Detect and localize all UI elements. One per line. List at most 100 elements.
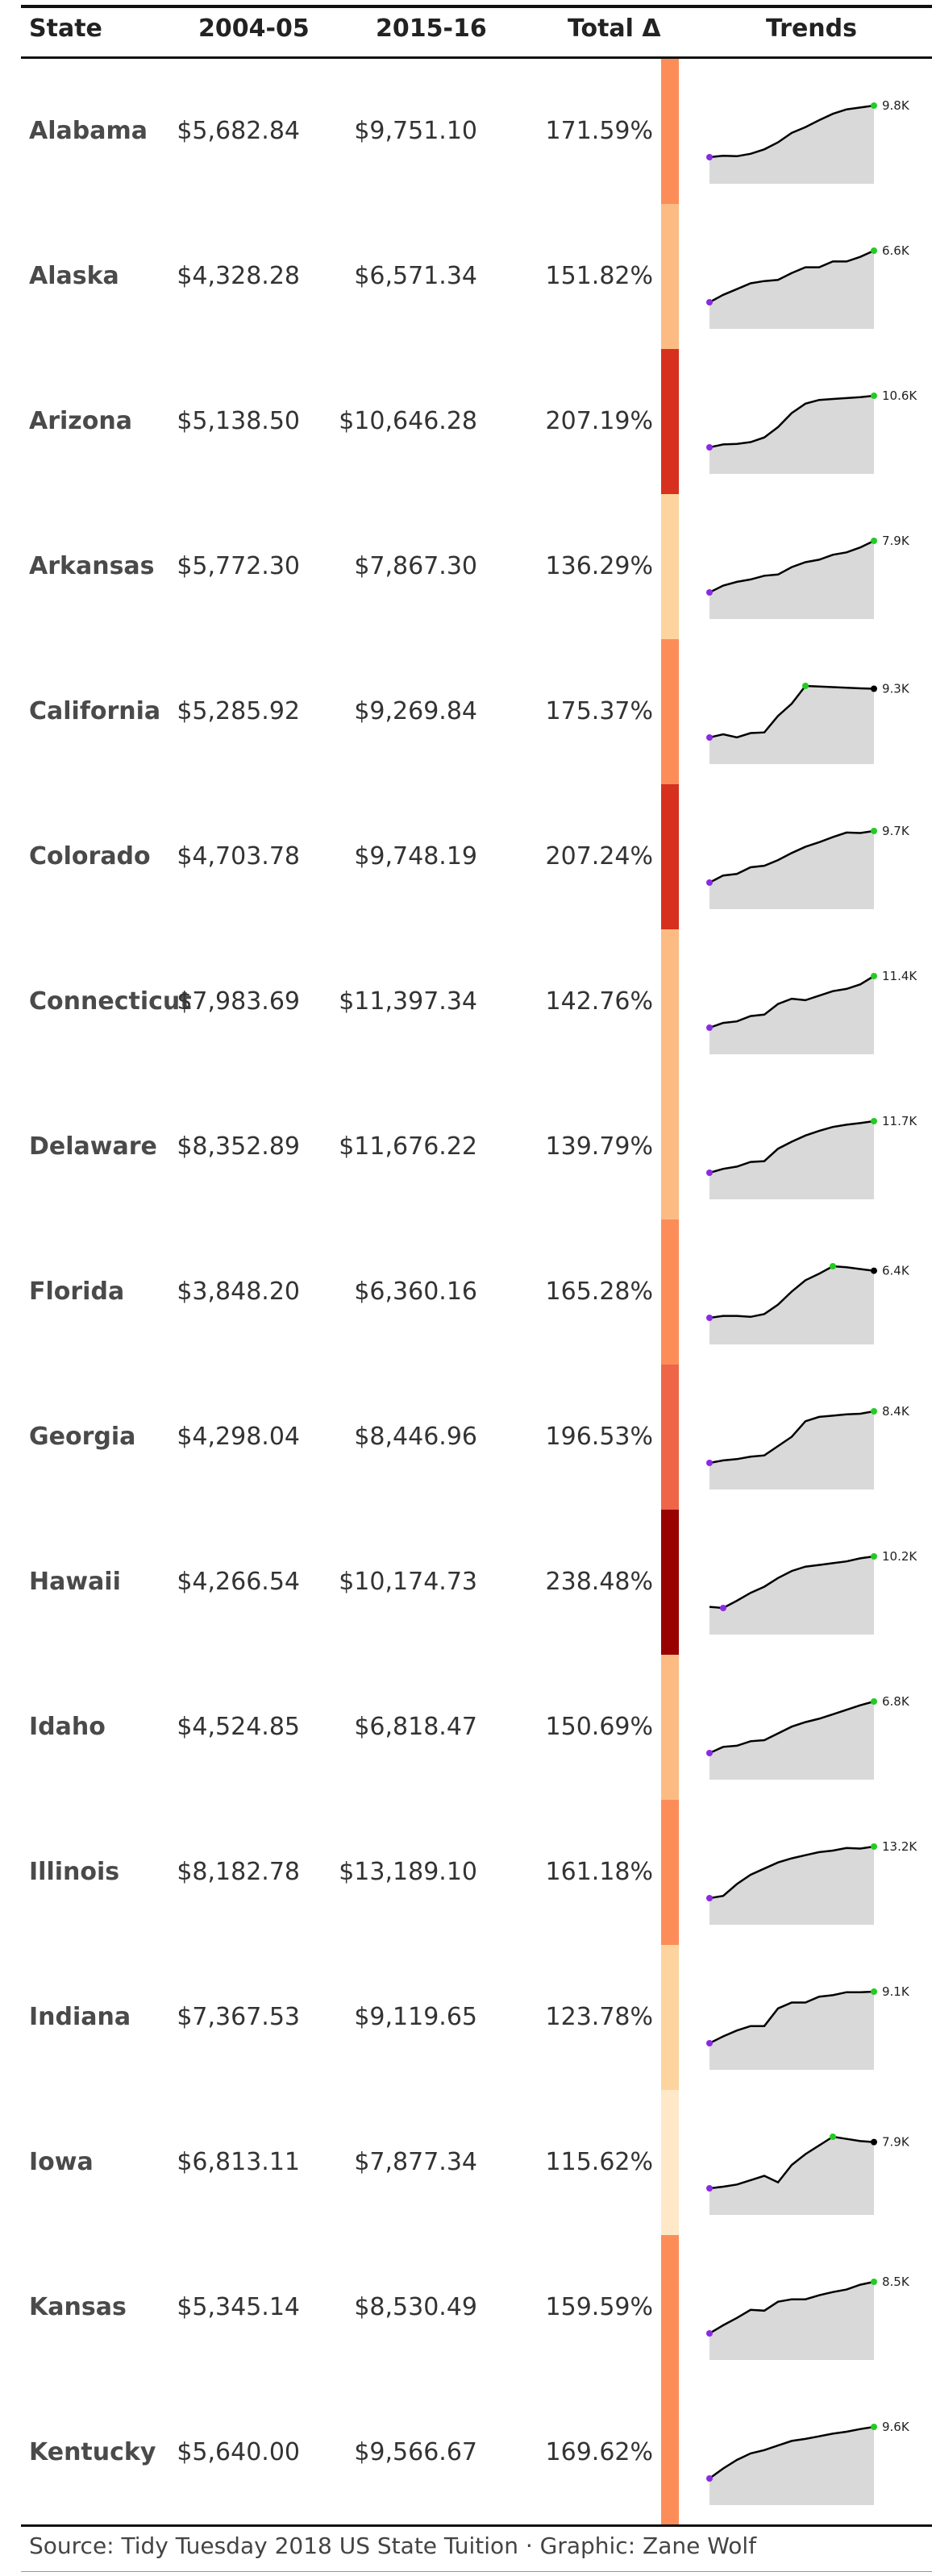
table-row: Indiana $7,367.53 $9,119.65 123.78% 9.1K [0,1945,932,2090]
sparkline-max-point [871,1408,877,1415]
total-change: 165.28% [545,1278,653,1306]
state-name: Illinois [29,1858,120,1886]
state-name: Georgia [29,1423,136,1451]
sparkline-line [709,1700,875,1755]
sparkline-min-point [706,299,713,305]
trend-sparkline: 6.4K [706,1263,910,1344]
table-row: Iowa $6,813.11 $7,877.34 115.62% 7.9K [0,2090,932,2235]
total-change: 207.19% [545,407,653,435]
sparkline-area [709,1847,874,1925]
tuition-2015-16: $7,877.34 [354,2148,477,2176]
sparkline-min-point [706,734,713,741]
change-color-swatch [661,1800,679,1945]
total-change: 139.79% [545,1132,653,1161]
trend-sparkline: 7.9K [706,534,910,619]
sparkline-max-point [871,1553,877,1560]
sparkline-area [709,106,874,184]
tuition-2004-05: $7,367.53 [177,2003,300,2031]
sparkline-line [709,829,875,884]
total-change: 151.82% [545,262,653,290]
trend-sparkline: 9.1K [706,1984,910,2070]
sparkline-line [709,104,875,159]
sparkline-end-point [871,1267,877,1274]
sparkline-max-point [871,1988,877,1995]
table-row: Hawaii $4,266.54 $10,174.73 238.48% 10.2K [0,1510,932,1655]
tuition-2004-05: $5,640.00 [177,2438,300,2466]
tuition-2004-05: $5,772.30 [177,552,300,580]
tuition-2015-16: $8,530.49 [354,2293,477,2321]
change-color-swatch [661,929,679,1074]
change-color-swatch [661,1074,679,1219]
tuition-2004-05: $5,682.84 [177,117,300,145]
tuition-2004-05: $4,703.78 [177,842,300,870]
sparkline-min-point [706,1315,713,1321]
sparkline-end-point [871,685,877,692]
tuition-2015-16: $6,818.47 [354,1713,477,1741]
sparkline-min-point [706,589,713,596]
tuition-2004-05: $4,298.04 [177,1423,300,1451]
sparkline-area [709,1266,874,1344]
state-name: Arizona [29,407,132,435]
change-color-swatch [661,204,679,349]
sparkline-end-label: 6.4K [882,1264,910,1278]
sparkline-max-point [871,1118,877,1124]
trend-sparkline: 9.6K [706,2420,910,2505]
sparkline-end-label: 9.8K [882,98,910,113]
header-2015: 2015-16 [376,15,487,43]
tuition-2004-05: $5,345.14 [177,2293,300,2321]
sparkline-area [709,1556,874,1635]
sparkline-area [709,831,874,909]
tuition-2004-05: $4,266.54 [177,1568,300,1596]
sparkline-min-point [706,2475,713,2482]
change-color-swatch [661,639,679,784]
change-color-swatch [661,2380,679,2525]
sparkline-area [709,2427,874,2505]
header-2004: 2004-05 [198,15,310,43]
table-row: Illinois $8,182.78 $13,189.10 161.18% 13.2K [0,1800,932,1945]
sparkline-end-label: 11.7K [882,1114,917,1128]
sparkline-end-label: 9.1K [882,1984,910,1999]
total-change: 169.62% [545,2438,653,2466]
tuition-2015-16: $10,174.73 [339,1568,477,1596]
change-color-swatch [661,784,679,929]
sparkline-end-label: 9.6K [882,2420,910,2434]
total-change: 123.78% [545,2003,653,2031]
state-name: Connecticut [29,987,192,1016]
tuition-2004-05: $6,813.11 [177,2148,300,2176]
sparkline-min-point [706,1024,713,1031]
sparkline-min-point [706,2330,713,2337]
table-row: Florida $3,848.20 $6,360.16 165.28% 6.4K [0,1219,932,1365]
tuition-2004-05: $5,285.92 [177,697,300,725]
sparkline-end-label: 8.4K [882,1404,910,1419]
table-row: Kansas $5,345.14 $8,530.49 159.59% 8.5K [0,2235,932,2380]
change-color-swatch [661,1945,679,2090]
sparkline-end-label: 10.2K [882,1549,917,1564]
header-rule [21,56,932,59]
sparkline-end-label: 11.4K [882,969,917,983]
sparkline-area [709,976,874,1054]
total-change: 115.62% [545,2148,653,2176]
trend-sparkline: 7.9K [706,2134,910,2215]
sparkline-end-point [871,2138,877,2146]
trend-sparkline: 8.5K [706,2275,910,2360]
change-color-swatch [661,59,679,204]
sparkline-max-point [871,102,877,109]
sparkline-min-point [706,154,713,160]
table-row: California $5,285.92 $9,269.84 175.37% 9.3K [0,639,932,784]
sparkline-max-point [871,2279,877,2285]
tuition-2004-05: $5,138.50 [177,407,300,435]
tuition-2015-16: $9,119.65 [354,2003,477,2031]
sparkline-end-label: 8.5K [882,2275,910,2289]
sparkline-area [709,541,874,619]
change-color-swatch [661,349,679,494]
state-name: Delaware [29,1132,157,1161]
sparkline-end-label: 7.9K [882,2135,910,2150]
sparkline-end-label: 6.8K [882,1694,910,1709]
table-row: Georgia $4,298.04 $8,446.96 196.53% 8.4K [0,1365,932,1510]
sparkline-line [709,1555,875,1610]
sparkline-end-label: 7.9K [882,534,910,548]
sparkline-min-point [720,1605,726,1611]
sparkline-min-point [706,879,713,886]
tuition-2015-16: $6,571.34 [354,262,477,290]
sparkline-min-point [706,444,713,451]
